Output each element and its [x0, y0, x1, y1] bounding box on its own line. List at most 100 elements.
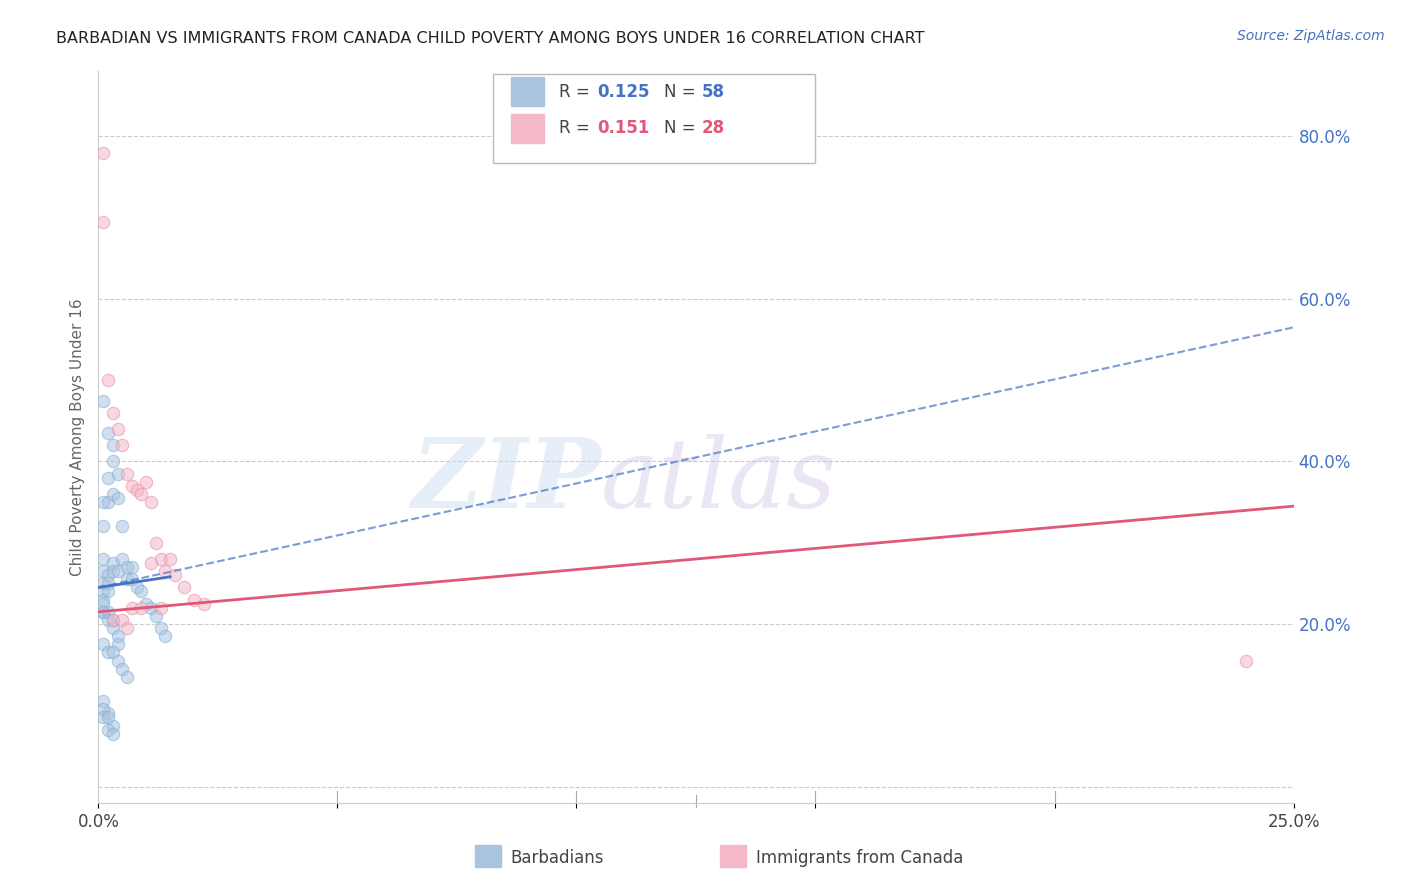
Text: 0.125: 0.125 [596, 83, 650, 101]
Text: Barbadians: Barbadians [510, 848, 605, 867]
Point [115, 621, 138, 635]
Bar [475, 846, 501, 867]
Text: atlas: atlas [600, 434, 837, 528]
Point [107, 637, 129, 651]
Point [101, 727, 124, 741]
Point [91, 605, 114, 619]
Point [125, 581, 148, 595]
Point [97, 425, 120, 440]
Point [149, 600, 172, 615]
Point [139, 556, 162, 570]
FancyBboxPatch shape [494, 73, 815, 163]
Point [111, 613, 134, 627]
Point [131, 487, 153, 501]
Point [107, 467, 129, 481]
Point [121, 479, 143, 493]
Point [101, 556, 124, 570]
Point [159, 552, 181, 566]
Point [115, 467, 138, 481]
Bar [720, 846, 747, 867]
Point [97, 605, 120, 619]
Text: R =: R = [558, 120, 595, 137]
Point [111, 519, 134, 533]
Point [107, 491, 129, 505]
Point [139, 495, 162, 509]
Point [101, 645, 124, 659]
Point [101, 406, 124, 420]
Point [135, 597, 157, 611]
Point [163, 568, 186, 582]
Point [91, 519, 114, 533]
Text: Immigrants from Canada: Immigrants from Canada [756, 848, 963, 867]
Point [183, 592, 205, 607]
Point [91, 584, 114, 599]
Text: BARBADIAN VS IMMIGRANTS FROM CANADA CHILD POVERTY AMONG BOYS UNDER 16 CORRELATIO: BARBADIAN VS IMMIGRANTS FROM CANADA CHIL… [56, 31, 925, 46]
Point [101, 718, 124, 732]
Point [91, 576, 114, 591]
Point [107, 422, 129, 436]
Point [91, 215, 114, 229]
Point [115, 572, 138, 586]
Y-axis label: Child Poverty Among Boys Under 16: Child Poverty Among Boys Under 16 [69, 298, 84, 576]
Point [97, 495, 120, 509]
Point [145, 608, 167, 623]
Point [91, 393, 114, 408]
Text: 0.151: 0.151 [596, 120, 650, 137]
Text: ZIP: ZIP [411, 434, 600, 528]
Text: N =: N = [664, 120, 700, 137]
Point [101, 621, 124, 635]
Point [111, 438, 134, 452]
Point [131, 600, 153, 615]
Text: Source: ZipAtlas.com: Source: ZipAtlas.com [1237, 29, 1385, 43]
Point [193, 597, 215, 611]
Point [135, 475, 157, 489]
Point [1234, 654, 1257, 668]
Point [91, 552, 114, 566]
Point [97, 706, 120, 721]
Point [155, 564, 177, 578]
Point [145, 535, 167, 549]
Point [101, 613, 124, 627]
Point [91, 145, 114, 160]
Point [111, 552, 134, 566]
Point [155, 629, 177, 643]
Point [91, 564, 114, 578]
Text: R =: R = [558, 83, 595, 101]
Point [97, 613, 120, 627]
Point [91, 592, 114, 607]
Point [149, 621, 172, 635]
Point [97, 723, 120, 737]
Point [101, 564, 124, 578]
Point [101, 487, 124, 501]
Point [111, 662, 134, 676]
Point [97, 710, 120, 724]
Point [101, 613, 124, 627]
Point [97, 645, 120, 659]
Point [91, 605, 114, 619]
Point [97, 576, 120, 591]
Point [121, 600, 143, 615]
Point [91, 495, 114, 509]
Point [121, 572, 143, 586]
Point [125, 483, 148, 497]
Point [173, 581, 195, 595]
Point [107, 654, 129, 668]
Point [91, 702, 114, 716]
Point [115, 560, 138, 574]
Point [107, 564, 129, 578]
Point [91, 637, 114, 651]
Point [97, 471, 120, 485]
Point [131, 584, 153, 599]
Point [121, 560, 143, 574]
Text: 58: 58 [702, 83, 725, 101]
Text: N =: N = [664, 83, 700, 101]
Bar [510, 114, 544, 143]
Point [97, 568, 120, 582]
Bar [510, 78, 544, 106]
Point [115, 670, 138, 684]
Point [107, 629, 129, 643]
Point [139, 600, 162, 615]
Text: 28: 28 [702, 120, 725, 137]
Point [97, 373, 120, 387]
Point [101, 438, 124, 452]
